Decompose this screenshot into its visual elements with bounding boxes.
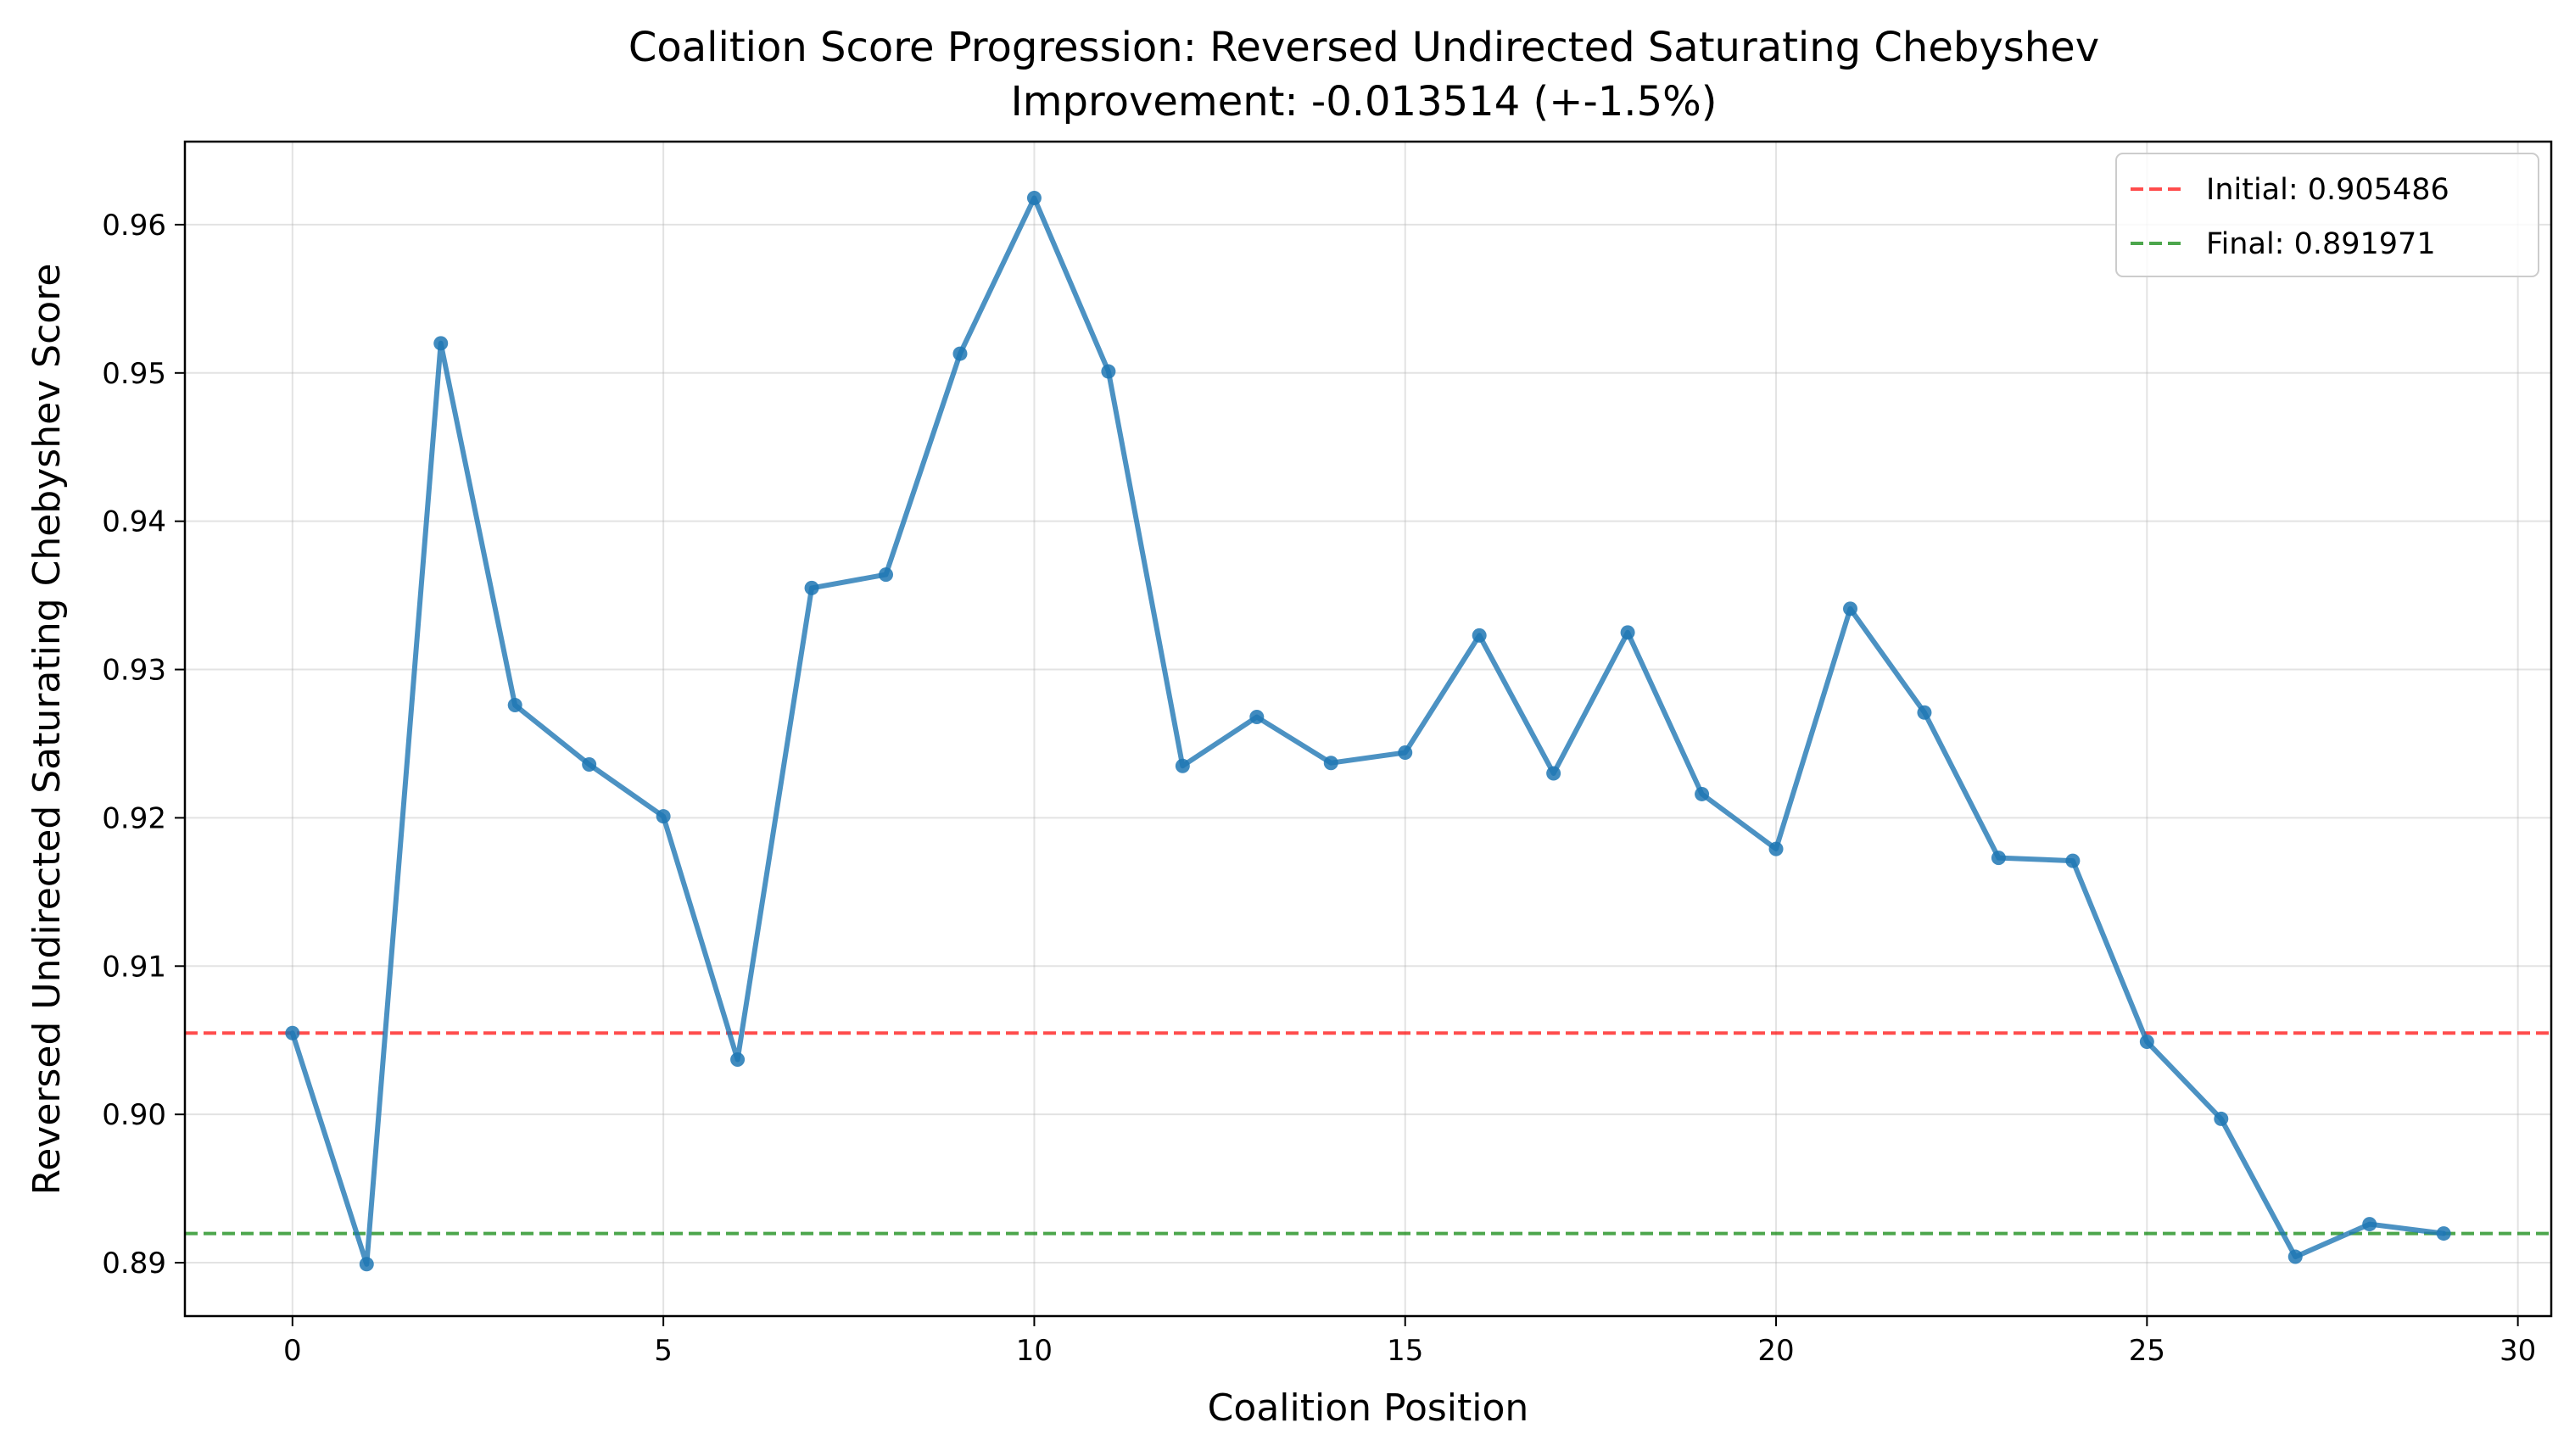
y-axis-label: Reversed Undirected Saturating Chebyshev… — [25, 264, 69, 1196]
data-point — [1398, 745, 1413, 760]
data-point — [2362, 1217, 2377, 1232]
data-point — [433, 336, 449, 351]
legend-frame — [2115, 153, 2539, 277]
y-axis-ticks: 0.89 0.90 0.91 0.92 0.93 0.94 0.95 0.96 — [102, 209, 185, 1280]
y-tick-label: 0.94 — [102, 505, 166, 539]
x-tick-label: 30 — [2500, 1334, 2536, 1368]
x-tick-label: 20 — [1757, 1334, 1794, 1368]
plot-area-frame — [183, 140, 2553, 1318]
data-point — [2287, 1249, 2303, 1264]
data-point — [2139, 1034, 2154, 1049]
x-tick-label: 10 — [1016, 1334, 1053, 1368]
legend: Initial: 0.905486 Final: 0.891971 — [2115, 153, 2539, 277]
data-point — [1472, 628, 1487, 643]
data-point — [730, 1052, 746, 1067]
x-axis-label: Coalition Position — [1208, 1386, 1529, 1430]
data-point — [507, 698, 522, 713]
chart-title: Coalition Score Progression: Reversed Un… — [628, 24, 2099, 71]
grid — [185, 142, 2551, 1316]
data-point — [656, 809, 671, 824]
data-point — [2214, 1111, 2229, 1126]
y-tick-label: 0.92 — [102, 801, 166, 835]
data-point — [1175, 758, 1190, 773]
data-point — [1768, 841, 1784, 856]
data-point — [1620, 625, 1635, 640]
y-tick-label: 0.90 — [102, 1098, 166, 1132]
data-point — [804, 580, 819, 595]
reference-lines — [185, 1031, 2551, 1236]
series-layer — [285, 190, 2451, 1272]
data-point — [1991, 851, 2006, 866]
x-tick-label: 0 — [283, 1334, 302, 1368]
x-axis-ticks: 0 5 10 15 20 25 30 — [283, 1316, 2536, 1368]
chart-subtitle: Improvement: -0.013514 (+-1.5%) — [1011, 78, 1718, 126]
x-tick-label: 25 — [2129, 1334, 2165, 1368]
data-point — [2436, 1226, 2451, 1241]
x-tick-label: 5 — [654, 1334, 673, 1368]
data-point — [2065, 853, 2081, 868]
y-tick-label: 0.96 — [102, 209, 166, 243]
y-tick-label: 0.91 — [102, 950, 166, 984]
data-point — [1101, 364, 1116, 379]
data-point — [582, 756, 597, 772]
data-point — [879, 567, 894, 583]
data-point — [1026, 190, 1042, 205]
data-point — [1323, 756, 1338, 771]
data-point — [285, 1025, 300, 1040]
series-line — [289, 195, 2447, 1267]
legend-label-initial: Initial: 0.905486 — [2206, 173, 2449, 207]
data-point — [1546, 766, 1561, 781]
data-point — [1917, 705, 1932, 720]
legend-label-final: Final: 0.891971 — [2206, 227, 2436, 261]
y-tick-label: 0.89 — [102, 1247, 166, 1280]
data-point — [1249, 710, 1265, 725]
data-point — [359, 1257, 374, 1272]
data-point — [1695, 786, 1710, 801]
data-point — [952, 346, 968, 361]
data-point — [1842, 601, 1857, 616]
x-tick-label: 15 — [1387, 1334, 1423, 1368]
y-tick-label: 0.93 — [102, 654, 166, 688]
y-tick-label: 0.95 — [102, 357, 166, 391]
